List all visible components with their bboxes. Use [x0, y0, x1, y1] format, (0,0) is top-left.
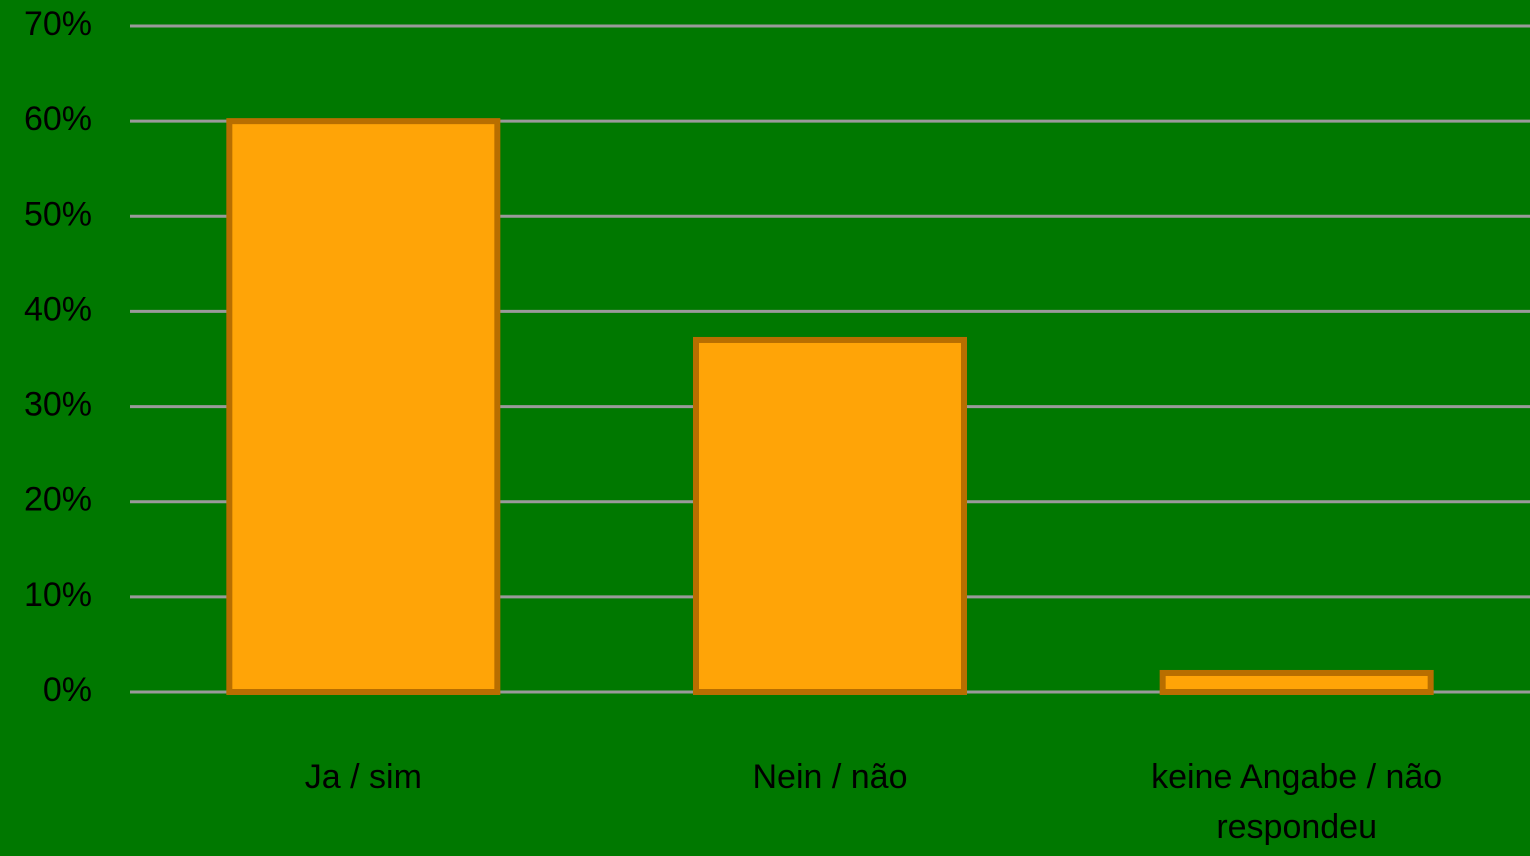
y-tick-label: 60% — [24, 100, 92, 138]
y-tick-label: 40% — [24, 290, 92, 328]
bar — [226, 118, 501, 695]
y-tick-label: 0% — [43, 671, 92, 709]
x-tick-label: Ja / sim — [304, 758, 422, 796]
y-tick-label: 30% — [24, 386, 92, 424]
x-tick-label: keine Angabe / não respondeu — [1151, 758, 1443, 846]
x-tick-label: Nein / não — [752, 758, 908, 796]
y-tick-label: 20% — [24, 481, 92, 519]
bar — [693, 336, 967, 695]
y-tick-label: 50% — [24, 195, 92, 233]
y-tick-label: 10% — [24, 576, 92, 614]
y-tick-label: 70% — [24, 5, 92, 43]
bar — [1159, 669, 1434, 696]
